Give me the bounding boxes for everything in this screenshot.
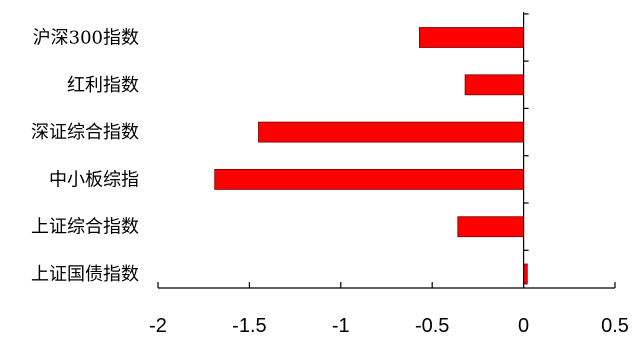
x-tick-label: 0.5 (601, 315, 629, 337)
x-tick-label: -0.5 (415, 315, 449, 337)
bar-4 (214, 168, 524, 190)
category-label: 上证综合指数 (31, 217, 139, 238)
bar-2 (464, 74, 525, 96)
bar-3 (258, 121, 525, 143)
x-tick-label: -1 (332, 315, 350, 337)
category-label: 中小板综指 (49, 169, 139, 190)
x-tick-label: 0 (518, 315, 529, 337)
category-label: 上证国债指数 (31, 264, 139, 285)
category-label: 沪深300指数 (33, 28, 139, 49)
category-label: 红利指数 (67, 75, 139, 96)
bars-layer (214, 27, 528, 285)
x-tick-label: -2 (149, 315, 167, 337)
axes-layer (157, 12, 616, 289)
category-label: 深证综合指数 (31, 122, 139, 143)
bar-5 (457, 216, 524, 238)
x-tick-label: -1.5 (232, 315, 266, 337)
bar-1 (418, 27, 524, 48)
